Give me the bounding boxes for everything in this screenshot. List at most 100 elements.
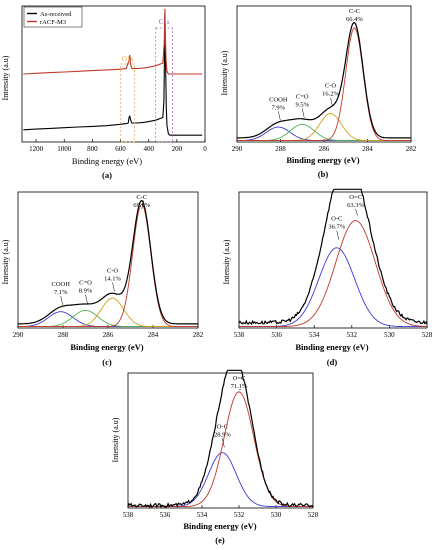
peak-label: C=O	[79, 280, 92, 287]
x-tick-label: 282	[193, 331, 204, 339]
x-tick-label: 284	[148, 331, 159, 339]
peak-label: C-C	[349, 8, 360, 15]
component-peak-c-o	[237, 112, 411, 142]
x-tick-label: 600	[115, 145, 126, 153]
x-tick-label: 532	[234, 511, 245, 519]
peak-label: C-O	[325, 83, 337, 90]
series-line-racf-m3	[23, 8, 203, 75]
peak-percent: 36.7%	[328, 224, 345, 231]
panel-a-ylabel: Intensity (a.u)	[1, 55, 10, 100]
peak-percent: 69.9%	[133, 202, 150, 209]
peak-label: C-O	[107, 267, 119, 274]
measured-spectrum-line	[237, 21, 411, 139]
panel-c-xlabel: Binding energy (eV)	[70, 342, 143, 352]
panel-c-ylabel: Intensity (a.u)	[1, 239, 10, 284]
measured-spectrum-line	[127, 369, 314, 509]
peak-label: O-C	[331, 216, 342, 223]
component-peak-c-o	[18, 297, 198, 328]
legend-box	[23, 6, 83, 28]
measured-spectrum-line	[18, 199, 198, 325]
x-tick-label: 286	[103, 331, 114, 339]
legend-entry: rACF-M3	[40, 19, 66, 26]
x-tick-label: 1000	[57, 145, 72, 153]
component-peak-o-c	[239, 220, 427, 328]
plot-frame	[236, 5, 412, 143]
peak-pointer	[336, 230, 340, 240]
x-tick-label: 538	[234, 331, 245, 339]
peak-percent: 8.9%	[79, 288, 93, 295]
component-peak-c-c	[237, 27, 411, 142]
peak-pointer	[355, 208, 358, 216]
c1s-annotation: C1s	[159, 18, 170, 26]
peak-percent: 16.2%	[322, 91, 339, 98]
panel-e-o1s-spectrum: Intensity (a.u) Binding energy (eV) (e) …	[111, 369, 319, 545]
panel-e-label: (e)	[215, 535, 225, 545]
peak-percent: 28.9%	[214, 431, 231, 438]
measured-spectrum-line	[238, 188, 428, 326]
panel-e-ylabel: Intensity (a.u)	[111, 417, 120, 462]
panel-b-ylabel: Intensity (a.u)	[220, 50, 229, 95]
component-peak-c-o	[18, 309, 198, 328]
panel-d-label: (d)	[327, 357, 338, 367]
x-tick-label: 284	[362, 145, 373, 153]
component-peak-o-c	[239, 247, 427, 328]
plot-frame	[238, 191, 428, 329]
peak-label: COOH	[52, 281, 71, 288]
x-tick-label: 288	[275, 145, 286, 153]
x-tick-label: 200	[172, 145, 183, 153]
peak-percent: 7.9%	[272, 104, 286, 111]
component-peak-cooh	[237, 126, 411, 142]
peak-percent: 63.3%	[347, 202, 364, 209]
o1s-region-box	[120, 63, 135, 143]
panel-e-xlabel: Binding energy (eV)	[183, 521, 256, 531]
series-line-as-received	[23, 12, 203, 136]
peak-pointer	[330, 97, 333, 107]
panel-d-ylabel: Intensity (a.u)	[222, 239, 231, 284]
component-peak-cooh	[18, 311, 198, 328]
x-tick-label: 530	[271, 511, 282, 519]
peak-percent: 66.4%	[346, 16, 363, 23]
x-tick-label: 532	[347, 331, 358, 339]
peak-pointer	[60, 295, 63, 306]
peak-pointer	[278, 111, 281, 121]
panel-d-o1s-spectrum: Intensity (a.u) Binding energy (eV) (d) …	[222, 188, 432, 367]
plot-frame	[127, 372, 314, 509]
panel-a-survey-spectrum: Intensity (a.u) Binding energy (eV) (a) …	[1, 5, 207, 180]
panel-c-c1s-spectrum: Intensity (a.u) Binding energy (eV) (c) …	[1, 191, 204, 367]
x-tick-label: 536	[160, 511, 171, 519]
panel-c-label: (c)	[102, 357, 112, 367]
peak-pointer	[112, 282, 115, 292]
peak-label: COOH	[269, 96, 288, 103]
plot-frame	[17, 191, 199, 329]
x-tick-label: 286	[319, 145, 330, 153]
x-tick-label: 534	[309, 331, 320, 339]
x-tick-label: 800	[87, 145, 98, 153]
peak-percent: 9.5%	[295, 102, 309, 109]
x-tick-label: 400	[143, 145, 154, 153]
peak-percent: 71.1%	[231, 383, 248, 390]
peak-label: C=O	[296, 94, 309, 101]
x-tick-label: 290	[232, 145, 243, 153]
panel-b-xlabel: Binding energy (eV)	[286, 155, 359, 165]
x-tick-label: 282	[406, 145, 417, 153]
x-tick-label: 534	[197, 511, 208, 519]
x-tick-label: 538	[123, 511, 134, 519]
x-tick-label: 528	[422, 331, 432, 339]
peak-pointer	[222, 438, 225, 448]
peak-label: O-C	[217, 423, 228, 430]
peak-label: C-C	[136, 194, 147, 201]
peak-pointer	[354, 22, 357, 25]
x-tick-label: 536	[271, 331, 282, 339]
panel-a-label: (a)	[102, 170, 112, 180]
panel-d-xlabel: Binding energy (eV)	[295, 342, 368, 352]
x-tick-label: 288	[58, 331, 69, 339]
panel-b-c1s-spectrum: Intensity (a.u) Binding energy (eV) (b) …	[220, 5, 417, 179]
c1s-region-box	[155, 27, 173, 143]
peak-percent: 14.1%	[104, 275, 121, 282]
panel-b-label: (b)	[318, 169, 329, 179]
o1s-annotation: O1s	[122, 55, 134, 63]
plot-frame	[21, 5, 206, 143]
component-peak-c-c	[18, 203, 198, 328]
